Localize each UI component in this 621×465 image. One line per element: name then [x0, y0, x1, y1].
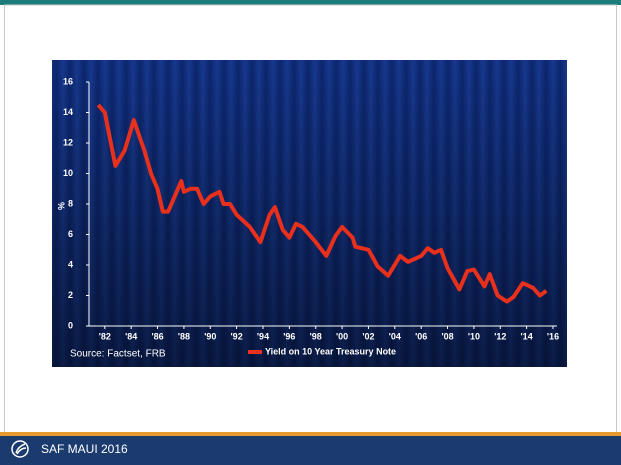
y-tick-label: 6 — [68, 229, 73, 239]
y-tick-label: 0 — [68, 320, 73, 330]
x-tick-label: '92 — [231, 331, 243, 341]
x-tick-label: '16 — [547, 331, 559, 341]
x-tick-label: '04 — [389, 331, 401, 341]
y-tick-label: 2 — [68, 290, 73, 300]
y-tick-label: 10 — [63, 168, 73, 178]
footer-bar — [0, 436, 621, 465]
source-note: Source: Factset, FRB — [70, 349, 166, 360]
y-tick-label: 4 — [68, 259, 73, 269]
x-tick-label: '98 — [310, 331, 322, 341]
x-tick-label: '82 — [99, 331, 111, 341]
legend-label: Yield on 10 Year Treasury Note — [265, 346, 396, 356]
y-tick-label: 14 — [63, 107, 73, 117]
logo — [11, 440, 29, 458]
y-tick-label: 12 — [63, 137, 73, 147]
x-tick-label: '94 — [257, 331, 269, 341]
x-tick-label: '10 — [468, 331, 480, 341]
footer-stripe — [0, 432, 621, 436]
y-axis-label: % — [56, 202, 66, 210]
x-tick-label: '88 — [178, 331, 190, 341]
x-tick-label: '84 — [125, 331, 137, 341]
y-tick-label: 8 — [68, 198, 73, 208]
x-tick-label: '00 — [336, 331, 348, 341]
photo-shade — [52, 60, 567, 367]
chart: 0 2 4 6 8 10 12 14 16 '82 '84 '86 '88 '90 '92 '94 '96 '98… — [56, 76, 559, 359]
x-tick-label: '08 — [441, 331, 453, 341]
y-tick-label: 16 — [63, 76, 73, 86]
x-tick-label: '02 — [362, 331, 374, 341]
x-tick-label: '86 — [151, 331, 163, 341]
x-tick-label: '90 — [204, 331, 216, 341]
x-tick-label: '12 — [494, 331, 506, 341]
x-tick-label: '06 — [415, 331, 427, 341]
footer-text: SAF MAUI 2016 — [41, 442, 128, 456]
yield-line — [96, 103, 548, 304]
top-bar — [0, 0, 621, 5]
x-tick-label: '96 — [283, 331, 295, 341]
x-tick-label: '14 — [521, 331, 533, 341]
